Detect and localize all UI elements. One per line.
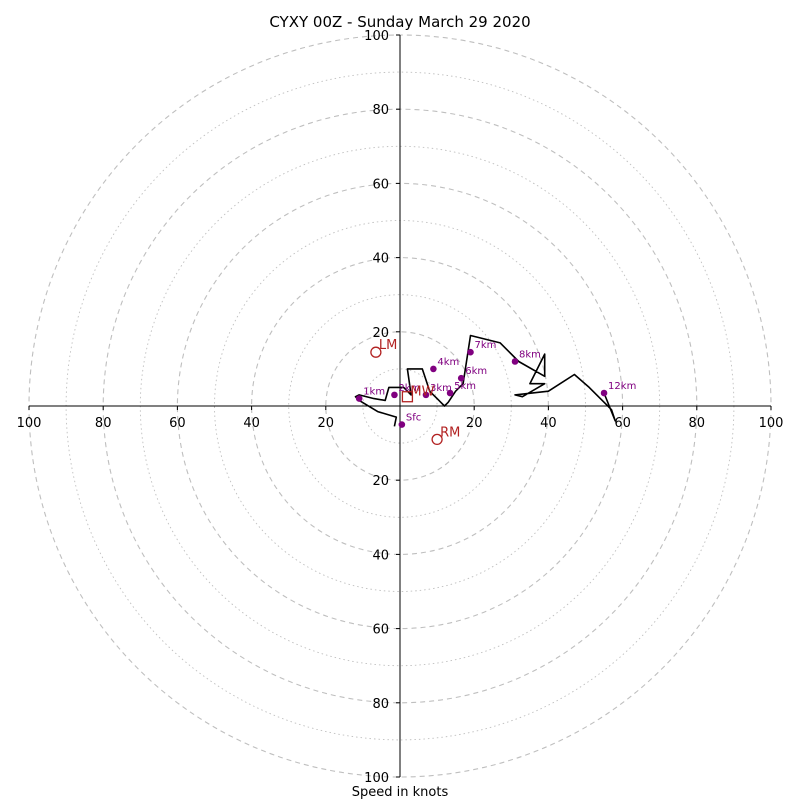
y-tick-label: 40 [372,548,389,563]
storm-motion-marker-rm [431,433,443,446]
height-marker-1km [355,395,363,402]
height-marker-sfc [398,421,406,428]
y-tick-label: 60 [372,623,389,638]
y-tick-label: 100 [364,29,389,44]
y-tick-label: 100 [364,771,389,786]
x-tick-label: 40 [243,416,260,431]
x-tick-label: 80 [95,416,112,431]
height-marker-4km [430,365,437,373]
height-marker-12km [600,389,608,397]
hodograph-trace [354,334,617,427]
height-label-6km: 6km [465,366,487,377]
height-label-12km: 12km [608,381,636,392]
height-label-8km: 8km [519,349,541,360]
storm-motion-label-rm: RM [440,425,460,440]
storm-motion-label-lm: LM [379,338,397,353]
storm-motion-marker-lm [370,346,382,358]
wind-trace [354,334,617,427]
y-tick-label: 40 [372,252,389,267]
storm-motion-markers: LM RM MW [370,338,460,446]
height-marker-2km [391,391,398,399]
x-tick-label: 100 [759,416,784,431]
height-marker-7km [467,348,474,356]
height-label-3km: 3km [430,383,452,394]
x-tick-label: 80 [689,416,706,431]
height-label-1km: 1km [363,387,385,398]
height-marker-5km [446,389,454,397]
height-markers: Sfc 1km 2km 3km 4km 5km 6km 7km 8km 12km [355,340,636,428]
y-tick-label: 20 [372,474,389,489]
height-marker-6km [457,374,465,382]
storm-motion-marker-mw [401,391,414,403]
x-tick-label: 20 [318,416,335,431]
height-label-7km: 7km [474,340,496,351]
y-tick-label: 80 [372,697,389,712]
height-label-sfc: Sfc [406,413,421,424]
x-tick-label: 60 [169,416,186,431]
tick-labels: 100 80 60 40 20 20 40 60 80 100 100 80 60 40 20 20 40 60 8… [17,29,784,786]
x-tick-label: 60 [614,416,631,431]
height-label-2km: 2km [398,383,420,394]
axes [29,35,771,777]
storm-motion-label-mw: MW [410,385,434,400]
y-tick-label: 80 [372,103,389,118]
x-axis-label: Speed in knots [352,785,449,800]
height-label-5km: 5km [454,381,476,392]
x-tick-label: 40 [540,416,557,431]
y-tick-label: 60 [372,177,389,192]
height-marker-3km [422,391,430,399]
height-label-4km: 4km [437,357,459,368]
x-tick-label: 20 [466,416,483,431]
y-tick-label: 20 [372,326,389,341]
height-marker-8km [511,358,519,365]
x-tick-label: 100 [17,416,42,431]
chart-title: CYXY 00Z - Sunday March 29 2020 [269,13,530,31]
